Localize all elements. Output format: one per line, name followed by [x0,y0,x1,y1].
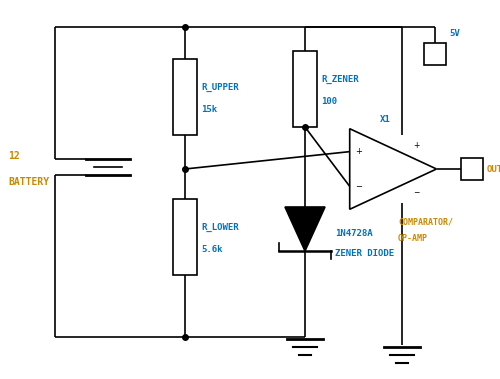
Text: R_ZENER: R_ZENER [321,74,358,83]
Text: COMPARATOR/: COMPARATOR/ [398,218,453,226]
Text: −: − [356,182,362,191]
Text: ZENER DIODE: ZENER DIODE [335,249,394,257]
Text: 12: 12 [8,151,20,161]
Text: BATTERY: BATTERY [8,177,49,187]
Text: 1N4728A: 1N4728A [335,229,372,238]
Bar [173,199,197,275]
Text: 5.6k: 5.6k [201,244,222,254]
Bar [293,51,317,127]
Text: +: + [413,141,419,150]
Text: R_LOWER: R_LOWER [201,222,238,232]
Text: X1: X1 [380,115,390,124]
Bar [173,59,197,135]
Text: OUTPUT: OUTPUT [487,164,500,174]
Text: +: + [356,147,362,156]
Text: R_UPPER: R_UPPER [201,83,238,92]
Bar [424,43,446,65]
Text: 100: 100 [321,97,337,105]
Text: −: − [413,188,419,197]
Text: OP-AMP: OP-AMP [398,234,428,243]
Bar [461,158,483,180]
Polygon shape [285,207,325,251]
Text: 5V: 5V [449,30,460,39]
Text: 15k: 15k [201,105,217,113]
